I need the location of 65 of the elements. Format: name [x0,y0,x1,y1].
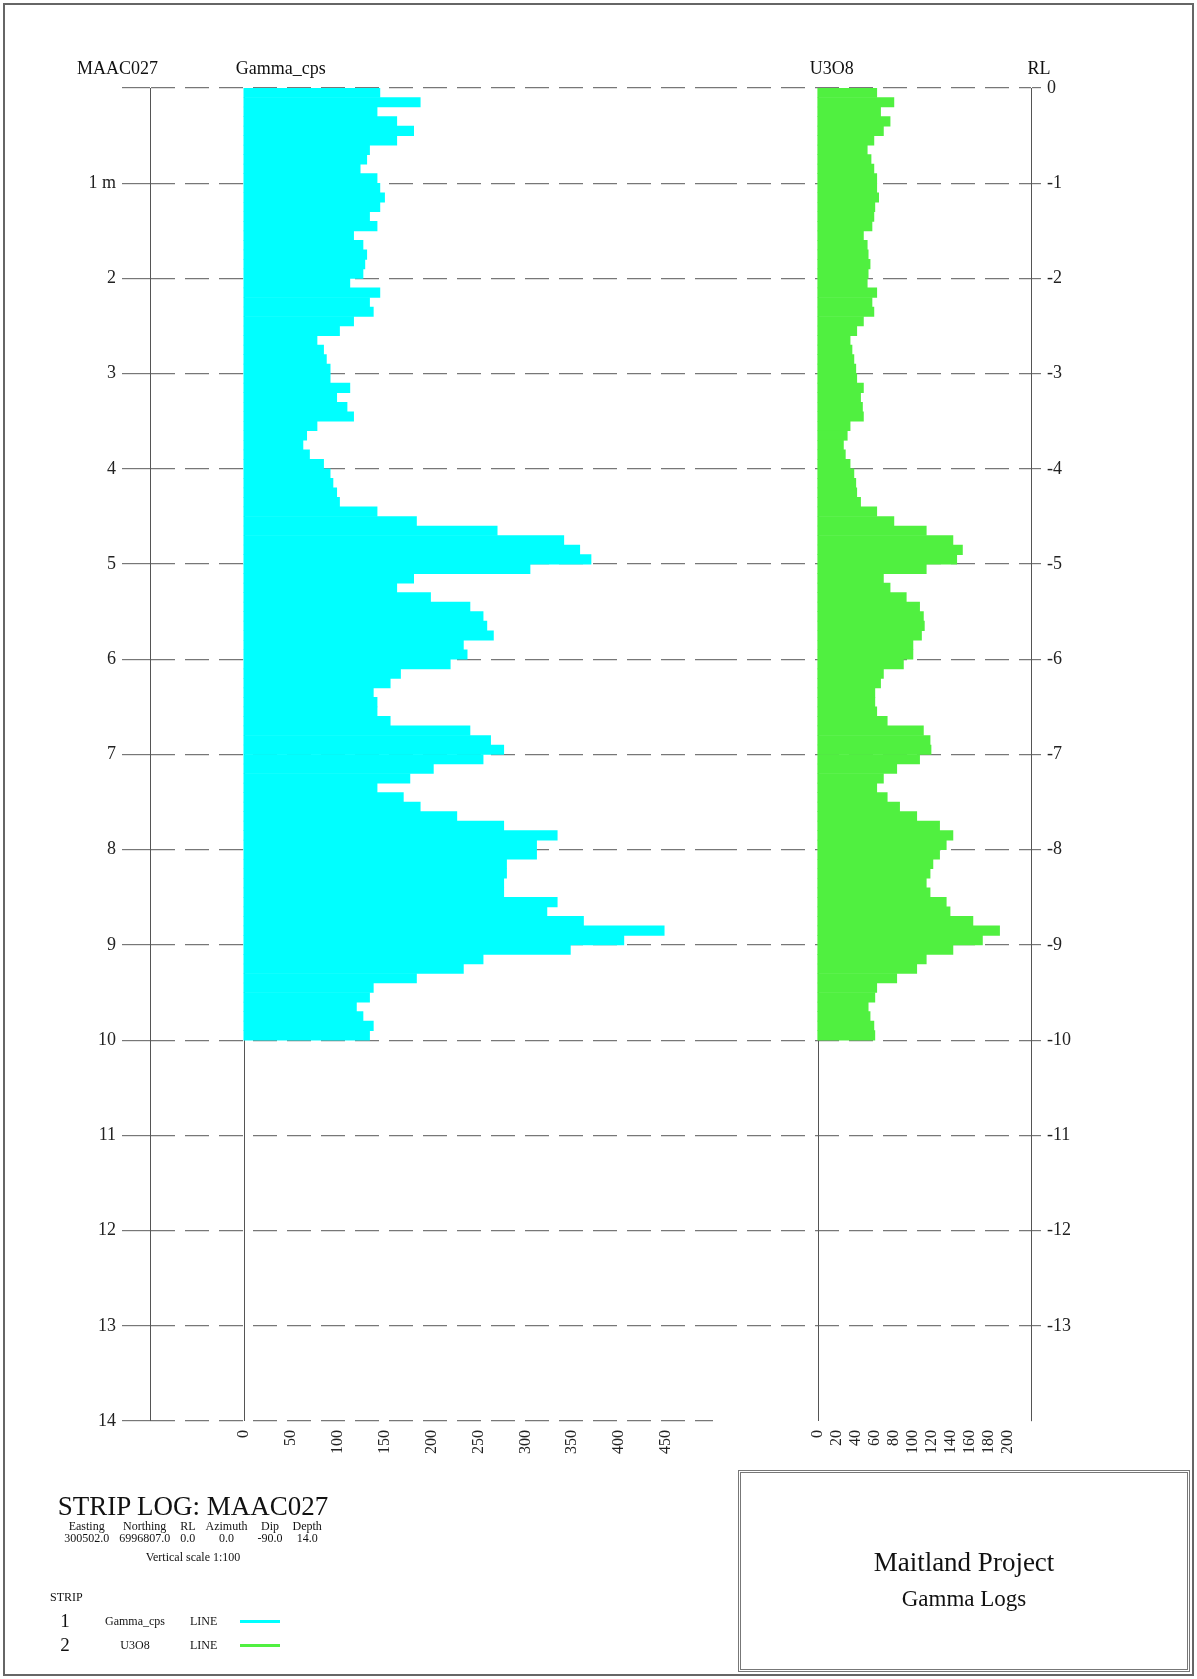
y-tick-label: 14 [98,1409,116,1430]
text: Easting Northing RL Azimuth Dip Depth [68,1519,322,1533]
x-tick-label: 150 [374,1430,392,1454]
x-tick-label: 50 [280,1430,298,1446]
x-tick-label: 200 [998,1430,1016,1454]
y-tick-label: -7 [1047,743,1062,764]
x-tick-label: 0 [807,1430,825,1438]
y-tick-label: -4 [1047,457,1062,478]
y-tick-label: 12 [98,1219,116,1240]
x-tick-label: 60 [865,1430,883,1446]
x-tick-label: 120 [922,1430,940,1454]
y-tick-label: 11 [98,1124,116,1145]
x-tick-label: 250 [468,1430,486,1454]
y-tick-label: 0 [1047,76,1056,97]
y-tick-label: 2 [107,267,116,288]
x-tick-label: 160 [960,1430,978,1454]
text: LINE [190,1613,219,1629]
x-tick-label: 400 [609,1430,627,1454]
y-tick-label: -6 [1047,648,1062,669]
x-tick-label: 100 [327,1430,345,1454]
text: Vertical scale 1:100 [144,1550,242,1565]
y-tick-label: -5 [1047,552,1062,573]
y-tick-label: 9 [107,933,116,954]
y-tick-label: 13 [98,1314,116,1335]
text: LINE [190,1637,219,1653]
x-tick-label: 100 [903,1430,921,1454]
y-tick-label: -3 [1047,362,1062,383]
x-tick-label: 450 [656,1430,674,1454]
y-tick-label: -9 [1047,933,1062,954]
y-tick-label: -11 [1047,1124,1071,1145]
y-tick-label: 3 [107,362,116,383]
text: Gamma_cps [104,1613,166,1629]
text: Maitland Project [872,1546,1056,1579]
y-tick-label: -13 [1047,1314,1071,1335]
x-axis-title: U3O8 [809,57,854,78]
y-tick-label: 5 [107,552,116,573]
x-tick-label: 140 [941,1430,959,1454]
y-tick-label: 7 [107,743,116,764]
x-axis-title: Gamma_cps [235,57,326,78]
y-tick-label: -8 [1047,838,1062,859]
y-tick-label: 8 [107,838,116,859]
x-tick-label: 20 [826,1430,844,1446]
text: U3O8 [119,1637,151,1653]
y-axis-title: MAAC027 [76,57,158,78]
text: 1 [59,1610,71,1632]
text: 2 [59,1634,71,1656]
y-tick-label: -12 [1047,1219,1071,1240]
x-tick-label: 80 [884,1430,902,1446]
y-axis-title: RL [1027,57,1051,78]
x-tick-label: 200 [421,1430,439,1454]
text: Gamma Logs [900,1585,1028,1613]
x-tick-label: 40 [846,1430,864,1446]
y-tick-label: -10 [1047,1028,1071,1049]
y-tick-label: 4 [107,457,116,478]
y-tick-label: 6 [107,648,116,669]
x-tick-label: 180 [979,1430,997,1454]
x-tick-label: 300 [515,1430,533,1454]
x-tick-label: 350 [562,1430,580,1454]
y-tick-label: -1 [1047,171,1062,192]
y-tick-label: 1 m [88,171,116,192]
y-tick-label: -2 [1047,267,1062,288]
y-tick-label: 10 [98,1028,116,1049]
legend-title: STRIP [50,1590,84,1605]
text: STRIP LOG: MAAC027 [56,1491,330,1521]
x-tick-label: 0 [234,1430,252,1438]
